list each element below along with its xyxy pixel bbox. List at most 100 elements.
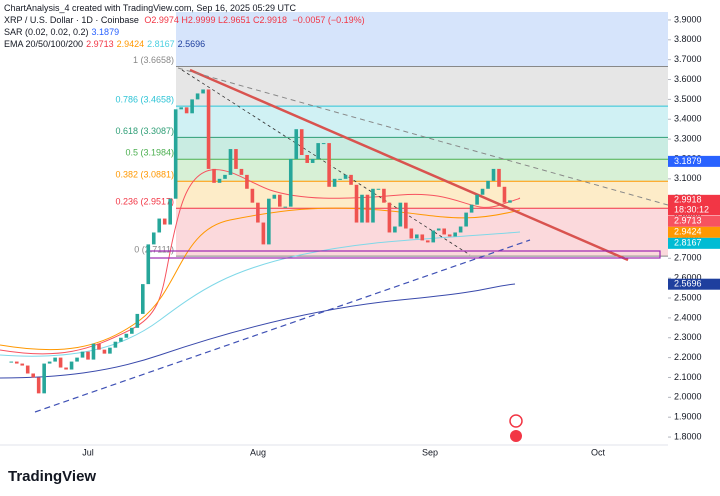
- candle: [239, 168, 244, 175]
- candle: [305, 155, 309, 163]
- ema20: [0, 169, 521, 355]
- candle: [157, 218, 162, 233]
- candle: [25, 365, 30, 374]
- candle: [458, 226, 463, 233]
- candle: [91, 343, 96, 360]
- event-icon: [509, 414, 523, 428]
- candle: [420, 234, 425, 241]
- candle: [58, 357, 63, 368]
- candle: [316, 143, 320, 159]
- indicators: [0, 67, 669, 413]
- candle: [447, 234, 452, 237]
- candle: [508, 200, 512, 203]
- candle: [332, 178, 337, 187]
- candle: [502, 186, 507, 203]
- y-tick-label: 2.7000: [674, 253, 702, 263]
- ema200: [0, 283, 516, 379]
- symbol-row: XRP / U.S. Dollar · 1D · Coinbase O2.997…: [4, 14, 365, 26]
- candle: [212, 168, 216, 183]
- fib-label: 0.786 (3.4658): [115, 95, 174, 105]
- x-tick-label: Aug: [250, 447, 266, 457]
- candle: [141, 284, 145, 314]
- candle: [14, 361, 19, 364]
- candle: [245, 174, 249, 189]
- candle: [86, 351, 90, 360]
- candle: [321, 143, 326, 145]
- legend: ChartAnalysis_4 created with TradingView…: [4, 2, 365, 50]
- candle: [365, 194, 370, 223]
- candle: [299, 129, 304, 156]
- candle: [338, 178, 342, 180]
- price-tag-label: 2.5696: [674, 279, 702, 289]
- candle: [327, 143, 331, 187]
- candle: [453, 232, 457, 237]
- trendline: [189, 68, 629, 262]
- y-tick-label: 3.9000: [674, 14, 702, 24]
- candle: [168, 198, 172, 225]
- sar: SAR (0.02, 0.02, 0.2): [4, 27, 89, 37]
- candle: [393, 226, 397, 233]
- ema-value: 2.9713: [86, 39, 114, 49]
- price-tag-label: 2.8167: [674, 238, 702, 248]
- candle: [69, 361, 74, 370]
- candle: [415, 234, 419, 239]
- y-tick-label: 2.4000: [674, 312, 702, 322]
- candle: [267, 198, 271, 245]
- candle: [480, 188, 485, 195]
- fib-band: [176, 106, 668, 138]
- candle: [376, 188, 381, 190]
- candle: [288, 158, 293, 207]
- candle: [371, 188, 375, 223]
- range-box: [176, 12, 668, 68]
- candle: [349, 174, 353, 185]
- ema: EMA 20/50/100/200: [4, 39, 84, 49]
- candle: [97, 343, 101, 350]
- credit: ChartAnalysis_4 created with TradingView…: [4, 3, 296, 13]
- price-tag-label: 3.1879: [674, 156, 702, 166]
- candle: [162, 218, 167, 225]
- candle: [234, 149, 238, 169]
- trendline-dashed: [177, 67, 669, 206]
- price-tag-time-label: 18:30:12: [674, 205, 709, 215]
- ema-value: 2.9424: [116, 39, 145, 49]
- candle: [497, 168, 501, 187]
- candle: [184, 107, 189, 114]
- candle: [404, 202, 408, 229]
- candle: [42, 363, 46, 394]
- price-tag: [668, 278, 720, 290]
- y-tick-label: 3.6000: [674, 74, 702, 84]
- price-tag: [668, 226, 720, 238]
- candle: [491, 168, 496, 181]
- y-tick-label: 3.8000: [674, 34, 702, 44]
- candle: [425, 240, 430, 243]
- fib-label: 0.5 (3.1984): [125, 148, 174, 158]
- ema100: [0, 231, 521, 357]
- candle: [53, 357, 57, 362]
- candle: [343, 174, 348, 179]
- candle: [217, 178, 222, 183]
- sar-row: SAR (0.02, 0.02, 0.2) 3.1879: [4, 26, 365, 38]
- candle: [179, 107, 183, 110]
- price-tag-time: [668, 205, 720, 216]
- candle: [108, 347, 112, 354]
- y-tick-label: 2.5000: [674, 292, 702, 302]
- candle: [173, 109, 178, 199]
- axes: 3.9000 3.8000 3.7000 3.6000 3.5000 3.4000 3.30…: [82, 14, 720, 457]
- x-tick-label: Sep: [422, 447, 438, 457]
- y-tick-label: 2.2000: [674, 352, 702, 362]
- sar-value: 3.1879: [91, 27, 120, 37]
- logo: TradingView: [8, 468, 97, 485]
- candle: [360, 194, 364, 223]
- candles: [9, 89, 512, 394]
- candle: [9, 361, 14, 363]
- price-tag-label: 2.9918: [674, 195, 702, 205]
- candle: [64, 367, 68, 370]
- candle: [195, 93, 200, 100]
- y-tick-label: 3.7000: [674, 54, 702, 64]
- candle: [442, 228, 446, 235]
- candle: [475, 194, 479, 205]
- y-tick-label: 2.1000: [674, 372, 702, 382]
- y-tick-label: 2.0000: [674, 392, 702, 402]
